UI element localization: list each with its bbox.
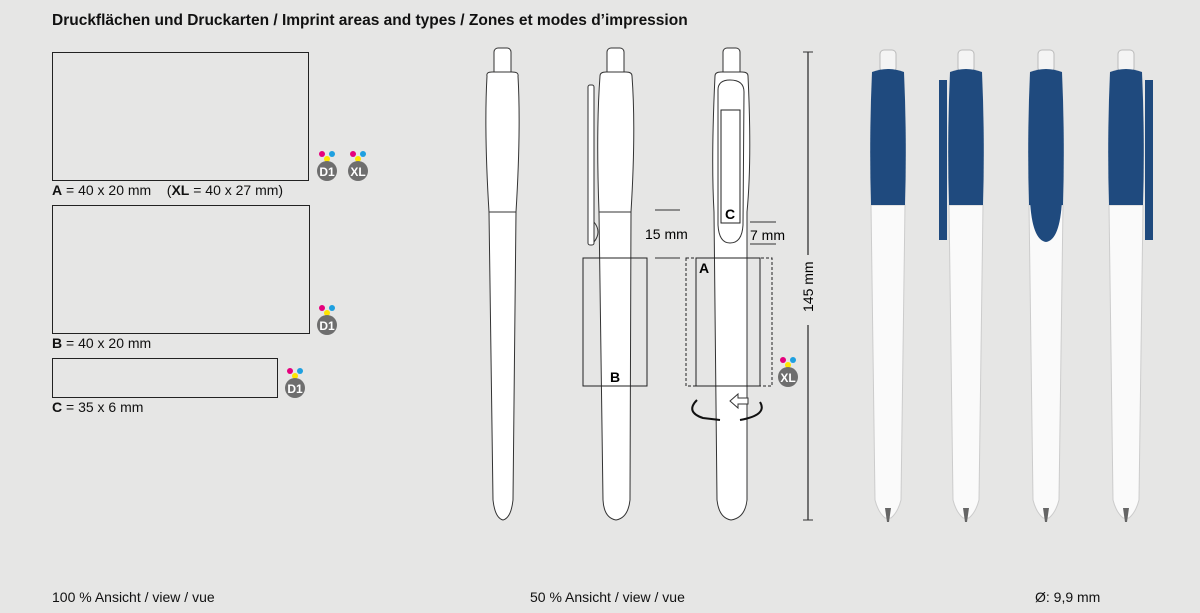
area-label-a: A xyxy=(699,260,709,276)
dimension-15mm: 15 mm xyxy=(645,226,688,242)
dimension-145mm: 145 mm xyxy=(800,261,816,312)
svg-text:D1: D1 xyxy=(319,319,335,333)
area-label-b: B xyxy=(610,369,620,385)
pen-color-view xyxy=(1108,49,1153,522)
footer-diameter: Ø: 9,9 mm xyxy=(1035,589,1101,605)
d1-print-badge: D1 xyxy=(315,302,339,336)
imprint-area-c-box xyxy=(52,358,278,398)
area-label-c: C xyxy=(725,206,735,222)
pen-outline-back xyxy=(685,47,773,521)
svg-text:XL: XL xyxy=(350,165,365,179)
svg-text:XL: XL xyxy=(780,371,795,385)
ink-drops-icon: D1 xyxy=(317,151,337,181)
pen-color-view xyxy=(870,49,906,522)
footer-scale-50: 50 % Ansicht / view / vue xyxy=(530,589,685,605)
d1-print-badge: D1 xyxy=(315,148,339,182)
imprint-area-b-label: B = 40 x 20 mm xyxy=(52,335,152,351)
imprint-area-a-label: A = 40 x 20 mm (XL = 40 x 27 mm) xyxy=(52,182,284,198)
xl-print-badge: XL xyxy=(346,148,370,182)
svg-text:D1: D1 xyxy=(287,382,303,396)
ink-drops-icon: D1 xyxy=(317,305,337,335)
dimension-7mm: 7 mm xyxy=(750,227,785,243)
imprint-area-b-box xyxy=(52,205,310,334)
pen-color-view xyxy=(1028,49,1064,522)
svg-text:D1: D1 xyxy=(319,165,335,179)
page-title: Druckflächen und Druckarten / Imprint ar… xyxy=(52,12,688,29)
ink-drops-icon: XL xyxy=(348,151,368,181)
pen-outline-front xyxy=(485,47,520,521)
footer-scale-100: 100 % Ansicht / view / vue xyxy=(52,589,215,605)
imprint-area-c-label: C = 35 x 6 mm xyxy=(52,399,144,415)
pen-outline-side xyxy=(582,47,648,521)
imprint-area-a-box xyxy=(52,52,309,181)
d1-print-badge: D1 xyxy=(283,365,307,399)
ink-drops-icon: D1 xyxy=(285,368,305,398)
pen-color-view xyxy=(939,49,984,522)
ink-drops-icon: XL xyxy=(778,357,798,387)
xl-print-badge: XL xyxy=(776,354,800,388)
